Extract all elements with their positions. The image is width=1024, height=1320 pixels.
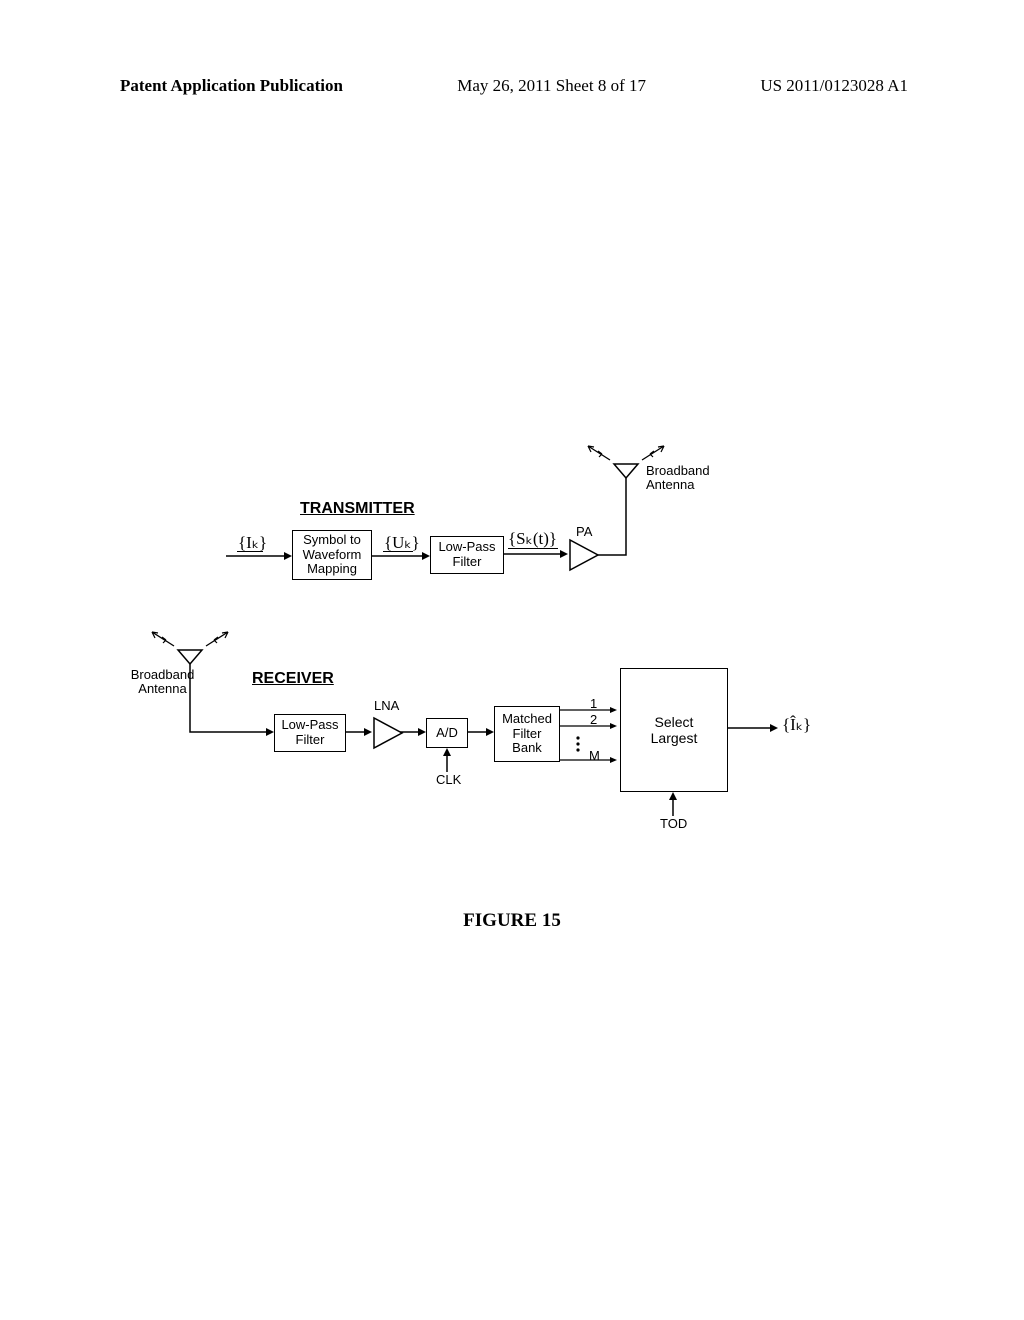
tx-antenna-label: Broadband Antenna — [646, 464, 710, 493]
rx-block3-label: Matched Filter Bank — [502, 712, 552, 757]
rx-lpf-block: Low-Pass Filter — [274, 714, 346, 752]
rx-ad-block: A/D — [426, 718, 468, 748]
figure-label: FIGURE 15 — [0, 910, 1024, 932]
transmitter-title: TRANSMITTER — [300, 500, 415, 518]
rx-matched-filter-bank-block: Matched Filter Bank — [494, 706, 560, 762]
arrow-sk-to-pa — [504, 548, 574, 568]
rx-block2-label: A/D — [436, 726, 458, 741]
tx-block2-label: Low-Pass Filter — [438, 540, 495, 570]
rx-block1-label: Low-Pass Filter — [281, 718, 338, 748]
page-header: Patent Application Publication May 26, 2… — [0, 76, 1024, 96]
tx-pa-label: PA — [576, 524, 592, 539]
tx-symbol-mapping-block: Symbol to Waveform Mapping — [292, 530, 372, 580]
mfb-out-m: M — [589, 748, 600, 763]
tx-sk-label: {Sₖ(t)} — [508, 529, 557, 549]
tx-block1-label: Symbol to Waveform Mapping — [303, 533, 362, 578]
arrow-clk — [440, 748, 460, 774]
tx-lpf-block: Low-Pass Filter — [430, 536, 504, 574]
block-diagram: TRANSMITTER {Iₖ} Symbol to Waveform Mapp… — [130, 440, 900, 870]
mfb-out-2: 2 — [590, 712, 597, 727]
line-rxant-to-lpf — [188, 662, 288, 742]
rx-clk-label: CLK — [436, 772, 461, 787]
header-center: May 26, 2011 Sheet 8 of 17 — [457, 76, 646, 96]
rx-tod-label: TOD — [660, 816, 687, 831]
rx-block4-label: Select Largest — [651, 714, 698, 746]
arrow-tod — [666, 792, 686, 818]
header-left: Patent Application Publication — [120, 76, 343, 96]
mfb-out-1: 1 — [590, 696, 597, 711]
rx-antenna-label: Broadband Antenna — [130, 668, 195, 697]
rx-output-label: {Îₖ} — [782, 715, 811, 735]
arrow-select-to-out — [728, 722, 784, 742]
rx-lna-label: LNA — [374, 698, 399, 713]
rx-select-largest-block: Select Largest — [620, 668, 728, 792]
header-right: US 2011/0123028 A1 — [760, 76, 908, 96]
